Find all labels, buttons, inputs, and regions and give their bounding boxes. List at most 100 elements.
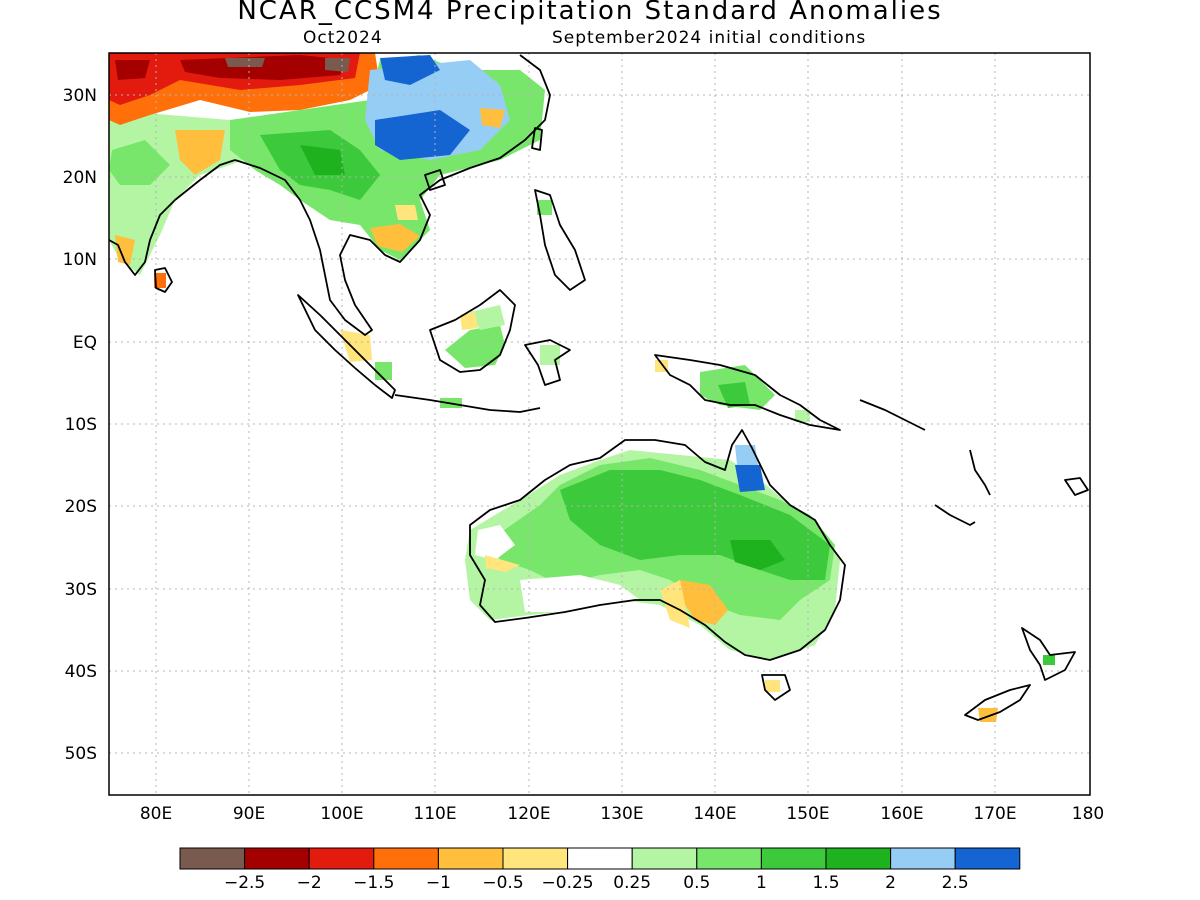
colorbar-swatch	[760, 847, 827, 870]
coast-nz-south	[964, 684, 1031, 721]
newguinea-wet-core	[718, 382, 750, 408]
colorbar-swatch	[502, 847, 569, 870]
colorbar-swatch	[696, 847, 762, 870]
colorbar-swatch	[825, 847, 892, 870]
india-dry-patch	[175, 130, 225, 175]
colorbar-swatch	[373, 847, 439, 870]
tibet-extreme-dry-4	[115, 60, 150, 80]
coast-taiwan	[531, 127, 543, 151]
coast-fiji	[1064, 477, 1089, 496]
colorbar-tick-label: 1	[756, 873, 767, 893]
coast-malay-peninsula	[324, 54, 551, 336]
colorbar-tick-label: 2	[885, 873, 896, 893]
china-dry-spot	[480, 108, 505, 128]
coast-bay-of-bengal	[234, 159, 326, 276]
lat-label: EQ	[73, 333, 97, 353]
coastlines	[109, 54, 1089, 721]
lon-axis: 80E 90E 100E 110E 120E 130E 140E 150E 16…	[140, 804, 1104, 824]
borneo-dry	[460, 312, 478, 330]
lon-label: 180	[1072, 804, 1104, 824]
lon-label: 130E	[600, 804, 643, 824]
china-very-wet-2	[380, 55, 440, 85]
lat-axis: 30N 20N 10N EQ 10S 20S 30S 40S 50S	[63, 86, 97, 764]
colorbar-tick-label: −0.25	[542, 873, 594, 893]
colorbar-swatch	[890, 847, 956, 870]
coast-sumatra	[297, 294, 396, 399]
anomaly-shading	[109, 53, 1055, 722]
lat-label: 40S	[65, 662, 97, 682]
lon-label: 170E	[973, 804, 1016, 824]
myanmar-coast-dry	[395, 205, 418, 220]
colorbar-tick-label: −1.5	[353, 873, 394, 893]
valid-month-label: Oct2024	[303, 28, 383, 48]
colorbar-swatch	[437, 847, 504, 870]
coast-srilanka	[154, 267, 173, 293]
colorbar-tick-label: 2.5	[942, 873, 969, 893]
indochina-dry-spot	[370, 224, 420, 252]
indochina-wet-core-2	[300, 145, 345, 175]
queensland-very-wet	[735, 465, 765, 492]
tibet-extreme-dry-3	[325, 58, 350, 72]
lon-label: 140E	[693, 804, 736, 824]
plot-frame	[108, 52, 1091, 796]
colorbar-swatch	[308, 847, 375, 870]
india-wet-patch	[109, 140, 170, 185]
india-south-dry	[115, 235, 135, 265]
coast-nz-north	[1021, 627, 1076, 681]
australia-dry-west	[485, 555, 520, 572]
srilanka-dry	[154, 273, 166, 288]
borneo-light	[470, 305, 505, 330]
lon-label: 80E	[140, 804, 172, 824]
lat-label: 20N	[63, 168, 97, 188]
colorbar-tick-label: −2	[297, 873, 322, 893]
coast-philippines	[534, 189, 586, 291]
sulawesi-wet	[540, 345, 560, 365]
newguinea-light	[795, 410, 810, 422]
colorbar-swatch	[954, 847, 1021, 870]
china-very-wet-1	[375, 110, 470, 160]
colorbar-swatch	[567, 847, 633, 870]
colorbar-tick-label: −2.5	[224, 873, 265, 893]
coast-vanuatu	[969, 449, 991, 496]
map-title: NCAR_CCSM4 Precipitation Standard Anomal…	[237, 0, 943, 26]
coast-new-guinea	[654, 354, 841, 431]
lon-label: 110E	[413, 804, 456, 824]
sumatra-dry	[340, 330, 372, 362]
tibet-extreme-dry-1	[180, 55, 350, 80]
lat-label: 10N	[63, 250, 97, 270]
colorbar-tick-label: 1.5	[812, 873, 839, 893]
lat-label: 20S	[65, 497, 97, 517]
tibet-extreme-dry-2	[225, 58, 265, 67]
colorbar-swatch	[244, 847, 310, 870]
tasmania-dry	[765, 680, 780, 692]
lon-label: 160E	[880, 804, 923, 824]
australia-dry-light	[660, 580, 690, 628]
nz-wet	[1043, 655, 1055, 665]
coast-australia	[469, 429, 846, 661]
colorbar-tick-label: −1	[426, 873, 451, 893]
australia-white-west	[475, 525, 515, 560]
lon-label: 120E	[507, 804, 550, 824]
australia-dry-patch	[680, 580, 728, 625]
init-conditions-label: September2024 initial conditions	[552, 28, 867, 48]
philippines-wet	[537, 200, 552, 215]
colorbar-tick-label: 0.25	[613, 873, 651, 893]
lon-label: 150E	[786, 804, 829, 824]
lat-label: 50S	[65, 744, 97, 764]
grid-lines	[109, 53, 1090, 795]
coast-hainan	[424, 169, 446, 191]
colorbar-swatch	[179, 847, 246, 870]
lat-label: 10S	[65, 415, 97, 435]
coast-tasmania	[761, 674, 791, 701]
coast-java	[394, 394, 541, 413]
coast-new-caledonia	[934, 504, 976, 526]
lon-label: 90E	[233, 804, 265, 824]
lat-label: 30S	[65, 580, 97, 600]
colorbar: −2.5 −2 −1.5 −1 −0.5 −0.25 0.25 0.5 1 1.5 2 2.5	[179, 847, 1021, 893]
coast-sulawesi	[524, 339, 571, 386]
borneo-wet	[445, 325, 505, 368]
colorbar-swatch	[631, 847, 698, 870]
colorbar-tick-label: −0.5	[482, 873, 523, 893]
coast-borneo	[429, 289, 516, 373]
